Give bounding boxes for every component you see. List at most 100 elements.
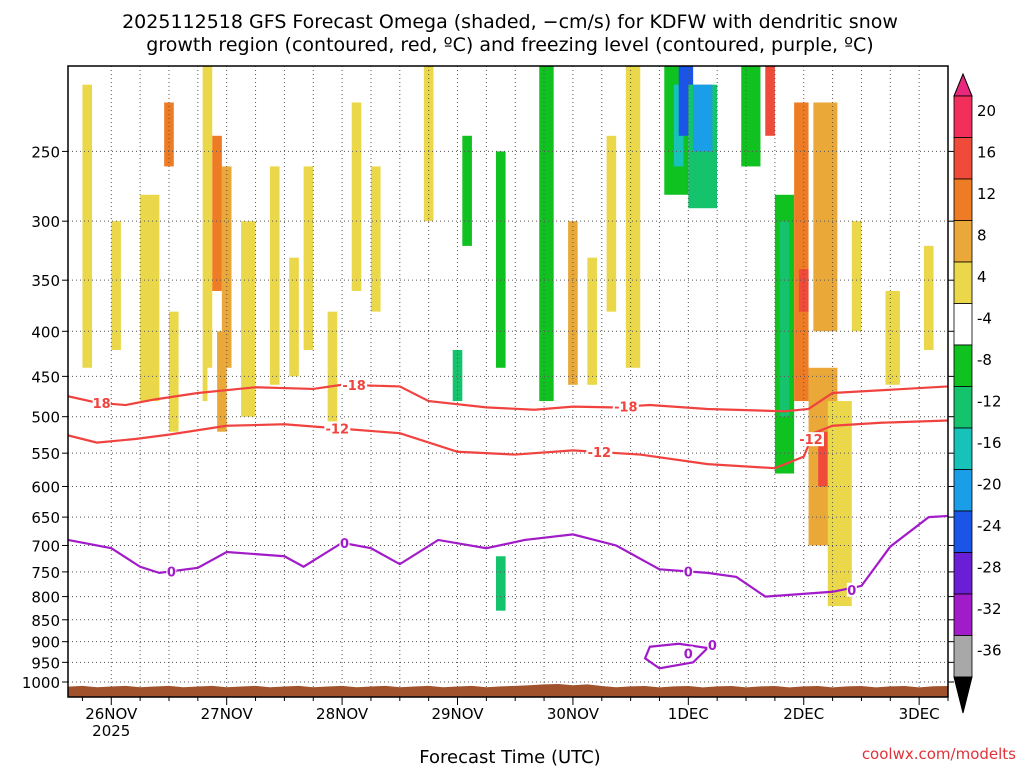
omega-cell <box>544 511 559 607</box>
omega-cell <box>212 135 222 291</box>
omega-cell <box>673 84 684 167</box>
contour-label: -12 <box>588 446 612 461</box>
contour-label: 0 <box>684 647 693 662</box>
contour-label-bg <box>683 564 694 579</box>
y-tick-label: 400 <box>31 323 60 341</box>
omega-cell <box>241 221 256 417</box>
y-tick-label: 950 <box>31 654 60 672</box>
contour-label: -12 <box>799 433 823 448</box>
contour-label: -18 <box>614 401 638 416</box>
omega-cell <box>495 556 506 611</box>
omega-cell <box>794 102 809 402</box>
colorbar-label: -36 <box>977 642 1002 660</box>
omega-cell <box>452 166 468 487</box>
y-tick-label: 650 <box>31 509 60 527</box>
contour-line-m18 <box>67 383 949 413</box>
omega-cell <box>577 66 588 246</box>
colorbar-swatch <box>953 427 973 470</box>
omega-cell <box>515 166 530 474</box>
omega-cell <box>202 66 213 402</box>
colorbar-swatch <box>953 386 973 429</box>
omega-cell <box>539 66 554 402</box>
y-tick-label: 800 <box>31 589 60 607</box>
colorbar-swatch <box>953 344 973 387</box>
omega-cell <box>303 166 314 350</box>
omega-cell <box>351 102 362 291</box>
credit-text: coolwx.com/modelts <box>862 745 1016 763</box>
omega-cell <box>625 66 641 368</box>
x-tick-sublabel: 2025 <box>92 722 130 740</box>
y-tick-label: 1000 <box>22 674 60 692</box>
x-tick-label: 30NOV <box>547 705 600 723</box>
y-tick-label: 350 <box>31 272 60 290</box>
plot-frame <box>67 65 949 698</box>
omega-cell <box>423 66 434 222</box>
omega-cell <box>111 221 121 350</box>
contour-label: 0 <box>847 584 856 599</box>
terrain-surface <box>68 683 948 697</box>
colorbar-label: -8 <box>977 351 992 369</box>
omega-cell <box>476 221 487 291</box>
omega-cell <box>217 331 227 432</box>
x-tick-label: 3DEC <box>899 705 940 723</box>
omega-cell <box>495 151 506 368</box>
omega-cell <box>168 311 179 432</box>
pressure-axis: 250 300 350 400 450 500 550 600 650 700 750 800 850 9… <box>22 143 954 692</box>
omega-cell <box>765 66 775 136</box>
contour-label: 0 <box>167 565 176 580</box>
y-tick-label: 450 <box>31 368 60 386</box>
omega-cell <box>140 194 160 402</box>
contour-label-bg <box>166 564 177 579</box>
colorbar-swatch <box>953 178 973 221</box>
omega-cell <box>818 431 828 487</box>
colorbar-label: -20 <box>977 476 1002 494</box>
omega-cell <box>779 221 790 417</box>
contour-label-bg <box>92 396 111 411</box>
contour-label: -12 <box>326 422 350 437</box>
colorbar-swatch <box>953 95 973 138</box>
x-tick-label: 26NOV <box>85 705 138 723</box>
colorbar-swatch <box>953 137 973 180</box>
contour-label-bg <box>612 399 639 414</box>
omega-cell <box>606 135 617 312</box>
colorbar-label: 16 <box>977 144 996 162</box>
colorbar-bottom-arrow <box>953 676 973 714</box>
contour-label: 0 <box>340 537 349 552</box>
omega-cell <box>289 257 299 377</box>
colorbar-swatch <box>953 220 973 263</box>
y-tick-label: 550 <box>31 445 60 463</box>
y-tick-label: 850 <box>31 612 60 630</box>
colorbar-label: -12 <box>977 393 1002 411</box>
omega-cell <box>827 401 852 607</box>
contour-label: -18 <box>342 379 366 394</box>
omega-cell <box>82 84 93 368</box>
x-tick-label: 2DEC <box>783 705 824 723</box>
y-tick-label: 600 <box>31 478 60 496</box>
omega-cell <box>390 166 400 291</box>
omega-cell <box>587 257 597 385</box>
omega-cell <box>813 102 838 332</box>
x-tick-label: 1DEC <box>668 705 709 723</box>
contour-label-bg <box>846 582 857 597</box>
contour-label-bg <box>707 638 718 653</box>
colorbar-swatch <box>953 510 973 553</box>
colorbar-label: 4 <box>977 268 987 286</box>
omega-cell <box>731 349 751 474</box>
colorbar-label: -24 <box>977 517 1002 535</box>
contour-label-bg <box>586 445 613 460</box>
omega-cell <box>452 349 463 402</box>
contour-label-bg <box>797 432 824 447</box>
omega-cell <box>741 66 761 167</box>
omega-cell <box>923 245 934 350</box>
colorbar-label: 8 <box>977 227 987 245</box>
y-tick-label: 750 <box>31 564 60 582</box>
y-tick-label: 250 <box>31 143 60 161</box>
omega-cell <box>462 135 472 246</box>
colorbar-label: 20 <box>977 102 996 120</box>
colorbar-label: -4 <box>977 310 992 328</box>
colorbar-swatch <box>953 635 973 678</box>
colorbar-swatch <box>953 593 973 636</box>
